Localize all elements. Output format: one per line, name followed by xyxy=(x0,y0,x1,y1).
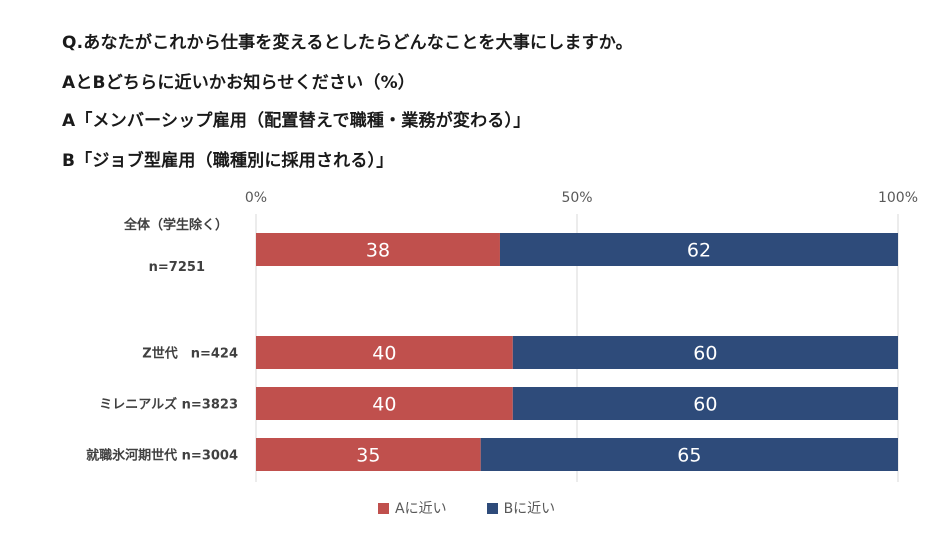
legend-item-a: Aに近い xyxy=(378,498,447,518)
category-label-0-n: n=7251 xyxy=(149,260,205,275)
legend-label-a: Aに近い xyxy=(395,501,447,517)
question-line-3: A「メンバーシップ雇用（配置替えで職種・業務が変わる）」 xyxy=(62,111,531,131)
bar-b-3 xyxy=(480,438,898,471)
bar-b-2 xyxy=(512,387,898,420)
value-label-a-0: 38 xyxy=(366,240,390,262)
value-label-a-1: 40 xyxy=(372,343,396,365)
legend-label-b: Bに近い xyxy=(503,501,556,517)
value-label-a-3: 35 xyxy=(356,445,380,467)
x-tick-label-1: 50% xyxy=(561,190,592,206)
category-label-2: ミレニアルズ n=3823 xyxy=(99,397,238,413)
legend-item-b: Bに近い xyxy=(486,498,556,518)
question-line-4: B「ジョブ型雇用（職種別に採用される）」 xyxy=(62,151,394,171)
legend-swatch-b xyxy=(486,502,498,514)
value-label-b-2: 60 xyxy=(693,394,717,416)
category-label-3: 就職氷河期世代 n=3004 xyxy=(86,448,238,464)
bar-b-1 xyxy=(512,336,898,369)
value-label-a-2: 40 xyxy=(372,394,396,416)
bar-b-0 xyxy=(499,233,898,266)
question-line-2: AとBどちらに近いかお知らせください（%） xyxy=(62,73,416,93)
value-label-b-0: 62 xyxy=(687,240,711,262)
x-tick-label-0: 0% xyxy=(245,190,267,206)
x-tick-label-2: 100% xyxy=(878,190,918,206)
value-label-b-1: 60 xyxy=(693,343,717,365)
bar-a-0 xyxy=(256,233,500,266)
bar-a-2 xyxy=(256,387,513,420)
bar-a-3 xyxy=(256,438,481,471)
value-label-b-3: 65 xyxy=(677,445,701,467)
category-label-1: Z世代 n=424 xyxy=(142,346,238,362)
bar-a-1 xyxy=(256,336,513,369)
legend-swatch-a xyxy=(378,502,389,514)
chart-legend: Aに近い Bに近い xyxy=(378,498,555,518)
category-label-0: 全体（学生除く） xyxy=(123,217,228,233)
question-line-1: Q.あなたがこれから仕事を変えるとしたらどんなことを大事にしますか。 xyxy=(62,33,633,53)
